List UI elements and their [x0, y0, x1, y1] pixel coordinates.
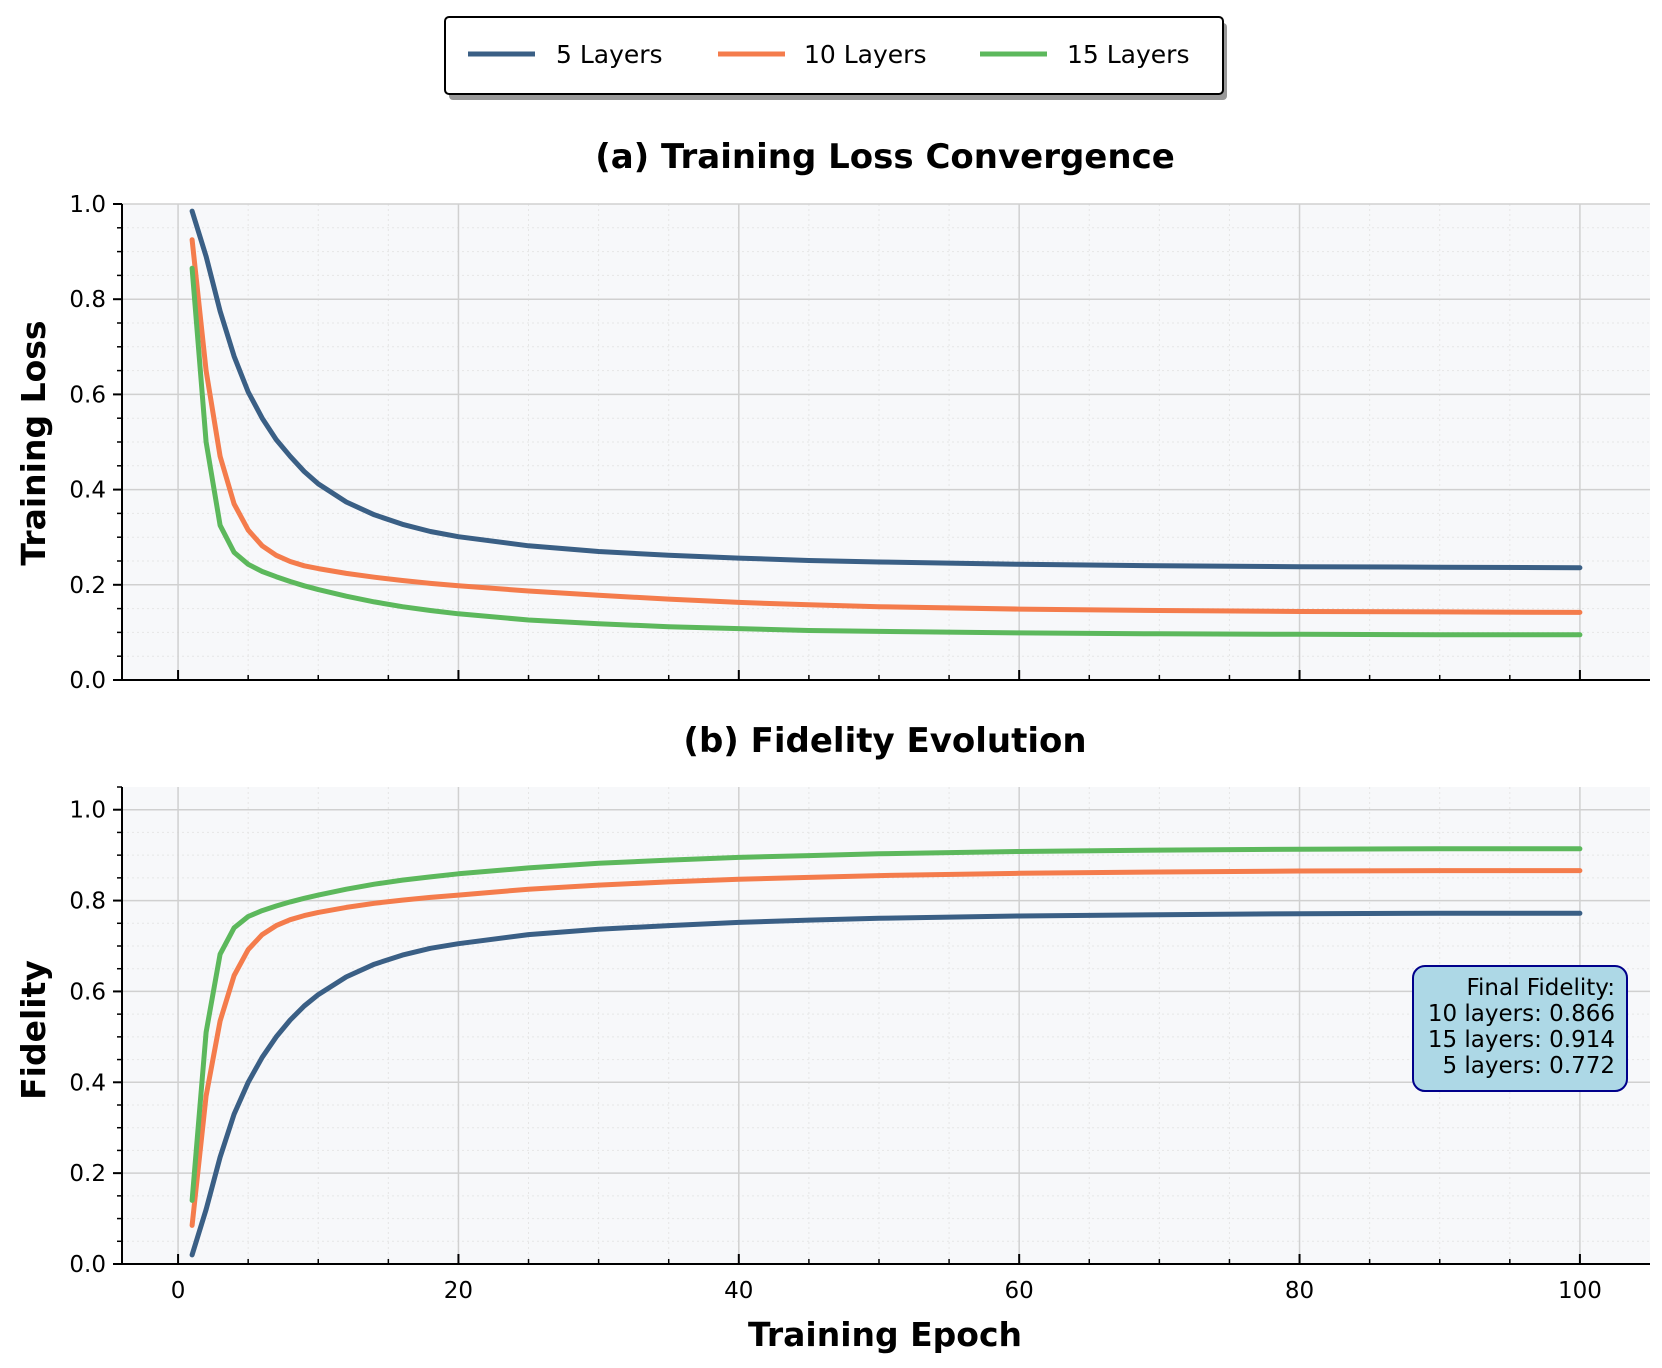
legend-frame [444, 16, 1224, 95]
panel-a-ticks: 0.0 0.2 0.4 0.6 0.8 1.0 [69, 192, 1581, 694]
panel-a-title: (a) Training Loss Convergence [595, 137, 1175, 177]
y-tick-label: 0.2 [69, 573, 106, 599]
y-tick-label: 0.6 [69, 382, 106, 408]
annotation-box [1413, 966, 1627, 1091]
annotation-line-15-layers: 15 layers: 0.914 [1428, 1027, 1615, 1053]
series-line-5-layers [189, 208, 1583, 571]
y-tick-label: 0.8 [69, 889, 106, 915]
panel-a: (a) Training Loss Convergence Training L… [14, 137, 1650, 694]
legend-label-10-layers: 10 Layers [804, 40, 927, 69]
x-tick-label: 80 [1285, 1278, 1314, 1304]
legend-label-15-layers: 15 Layers [1067, 40, 1190, 69]
panel-b-title: (b) Fidelity Evolution [683, 721, 1086, 761]
series-line-15-layers [189, 846, 1583, 1203]
panel-b: (b) Fidelity Evolution Fidelity 0.00.20.… [14, 721, 1650, 1354]
panel-a-y-axis-label: Training Loss [14, 320, 53, 565]
series-line-5-layers [189, 910, 1583, 1258]
y-tick-label: 1.0 [69, 798, 106, 824]
panel-b-ticks: 0.0 0.2 0.4 0.6 0.8 1.0 0 20 40 60 80 100 [69, 786, 1602, 1304]
x-tick-label: 100 [1558, 1278, 1602, 1304]
y-tick-label: 0.4 [69, 1070, 106, 1096]
annotation-line-10-layers: 10 layers: 0.866 [1428, 1001, 1615, 1027]
y-tick-label: 0.2 [69, 1161, 106, 1187]
x-tick-label: 40 [724, 1278, 753, 1304]
annotation-line-title: Final Fidelity: [1466, 975, 1615, 1001]
final-fidelity-annotation: Final Fidelity: 10 layers: 0.866 15 laye… [1412, 965, 1628, 1092]
annotation-border [1412, 965, 1628, 1092]
y-tick-label: 0.6 [69, 979, 106, 1005]
y-tick-label: 0.0 [69, 668, 106, 694]
y-tick-label: 0.8 [69, 287, 106, 313]
series-line-15-layers [189, 265, 1583, 638]
y-tick-label: 1.0 [69, 192, 106, 218]
legend: 5 Layers 10 Layers 15 Layers [444, 16, 1227, 100]
x-tick-label: 60 [1005, 1278, 1034, 1304]
annotation-line-5-layers: 5 layers: 0.772 [1442, 1053, 1615, 1079]
panel-b-x-axis-label: Training Epoch [748, 1315, 1022, 1354]
panel-b-plot-area [122, 787, 1650, 1264]
series-line-10-layers [189, 868, 1583, 1228]
y-tick-label: 0.0 [69, 1252, 106, 1278]
x-tick-label: 20 [444, 1278, 473, 1304]
series-line-10-layers [189, 237, 1583, 615]
panel-a-series [189, 208, 1583, 638]
panel-b-series [189, 846, 1583, 1258]
x-tick-label: 0 [171, 1278, 186, 1304]
y-tick-label: 0.4 [69, 478, 106, 504]
panel-b-y-axis-label: Fidelity [14, 960, 53, 1100]
legend-label-5-layers: 5 Layers [556, 40, 663, 69]
